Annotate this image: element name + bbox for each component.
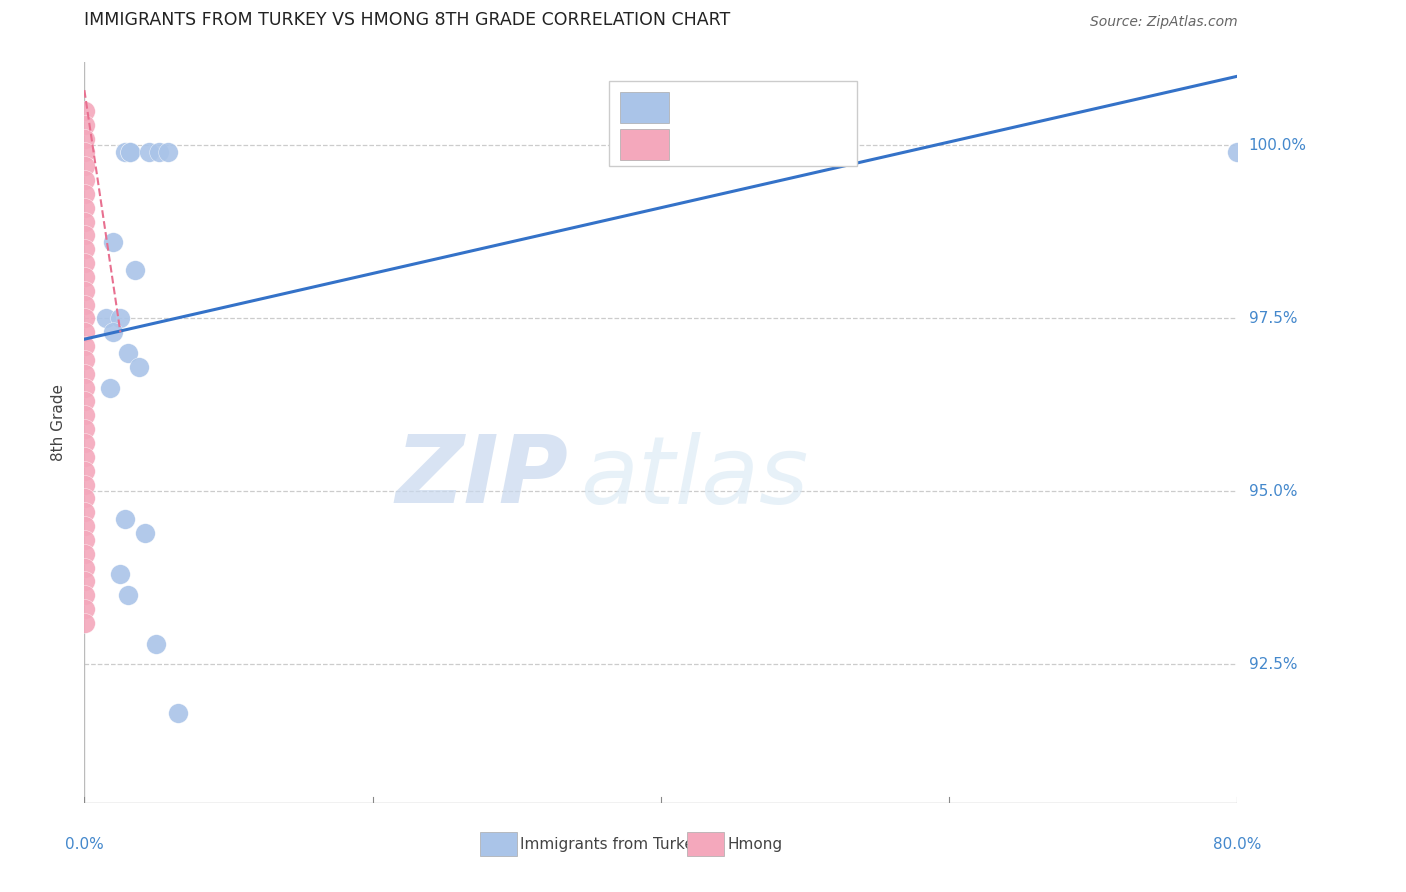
Point <box>75 533 97 547</box>
Point <box>75 588 97 602</box>
Text: Immigrants from Turkey: Immigrants from Turkey <box>520 837 703 852</box>
Point <box>75 131 97 145</box>
Text: 0.0%: 0.0% <box>65 838 104 853</box>
Point <box>75 326 97 340</box>
Text: Source: ZipAtlas.com: Source: ZipAtlas.com <box>1090 15 1237 29</box>
Point <box>75 574 97 589</box>
Point <box>75 256 97 270</box>
Point <box>156 145 179 160</box>
Point <box>75 242 97 256</box>
Point <box>75 118 97 132</box>
FancyBboxPatch shape <box>620 92 669 123</box>
Text: IMMIGRANTS FROM TURKEY VS HMONG 8TH GRADE CORRELATION CHART: IMMIGRANTS FROM TURKEY VS HMONG 8TH GRAD… <box>84 11 731 29</box>
FancyBboxPatch shape <box>609 81 856 166</box>
Point <box>1226 145 1249 160</box>
FancyBboxPatch shape <box>479 832 517 856</box>
Point <box>75 422 97 436</box>
Point <box>75 269 97 284</box>
Point <box>75 214 97 228</box>
Point <box>120 145 142 160</box>
Point <box>75 547 97 561</box>
Text: Hmong: Hmong <box>728 837 783 852</box>
Point <box>75 436 97 450</box>
Text: R = 0.149: R = 0.149 <box>676 137 752 153</box>
Point <box>75 491 97 506</box>
Text: R = 0.335: R = 0.335 <box>676 100 752 115</box>
Point <box>75 394 97 409</box>
Point <box>75 297 97 311</box>
Point <box>75 173 97 187</box>
Point <box>75 560 97 574</box>
Point <box>94 311 117 326</box>
Point <box>117 588 139 602</box>
Point <box>98 381 121 395</box>
Text: N = 22: N = 22 <box>779 100 837 115</box>
Point <box>75 201 97 215</box>
Text: atlas: atlas <box>581 432 808 523</box>
Point <box>103 235 124 250</box>
Point <box>75 353 97 368</box>
Point <box>124 263 146 277</box>
Point <box>75 159 97 173</box>
Point <box>75 186 97 201</box>
Text: 8th Grade: 8th Grade <box>51 384 66 461</box>
Point <box>145 637 167 651</box>
FancyBboxPatch shape <box>620 129 669 161</box>
Point <box>75 450 97 464</box>
Point <box>114 145 136 160</box>
Point <box>167 706 190 720</box>
Point <box>134 525 156 540</box>
Point <box>148 145 170 160</box>
Point <box>75 284 97 298</box>
Point <box>75 602 97 616</box>
Point <box>114 512 136 526</box>
Point <box>75 145 97 160</box>
Point <box>75 477 97 491</box>
Point <box>75 367 97 381</box>
Point <box>75 409 97 423</box>
Point <box>128 359 150 374</box>
Point <box>75 103 97 118</box>
Text: 97.5%: 97.5% <box>1249 311 1298 326</box>
Point <box>110 311 132 326</box>
Point <box>75 464 97 478</box>
Text: 100.0%: 100.0% <box>1249 138 1306 153</box>
Point <box>75 505 97 519</box>
Text: N = 38: N = 38 <box>779 137 837 153</box>
Text: ZIP: ZIP <box>395 431 568 523</box>
Text: 92.5%: 92.5% <box>1249 657 1298 672</box>
Point <box>75 228 97 243</box>
Point <box>110 567 132 582</box>
Point <box>75 615 97 630</box>
Text: 95.0%: 95.0% <box>1249 484 1298 499</box>
Point <box>75 519 97 533</box>
Point <box>75 339 97 353</box>
Point <box>103 326 124 340</box>
Point <box>138 145 160 160</box>
FancyBboxPatch shape <box>688 832 724 856</box>
Point <box>75 381 97 395</box>
Point <box>120 145 142 160</box>
Text: 80.0%: 80.0% <box>1213 838 1261 853</box>
Point <box>117 346 139 360</box>
Point <box>75 311 97 326</box>
